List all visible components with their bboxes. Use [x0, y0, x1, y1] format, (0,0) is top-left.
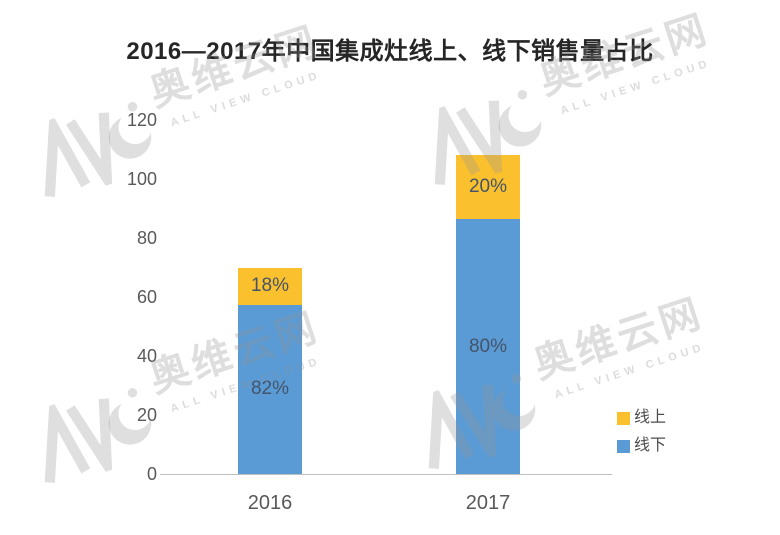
- legend-swatch: [617, 411, 630, 425]
- y-tick-label: 20: [136, 405, 157, 425]
- bar-segment-label: 20%: [468, 176, 508, 198]
- legend-label: 线下: [634, 437, 667, 454]
- x-tick-label: 2016: [247, 492, 293, 514]
- chart-title: 2016—2017年中国集成灶线上、线下销售量占比: [126, 38, 654, 65]
- legend-label: 线上: [634, 409, 667, 426]
- bar-segment-2016-线下: 82%: [238, 304, 302, 474]
- bar-segment-2017-线上: 20%: [456, 155, 520, 220]
- y-tick-label: 0: [146, 464, 157, 484]
- y-tick-label: 120: [126, 110, 157, 130]
- bar-segment-label: 80%: [468, 335, 508, 357]
- bar-segment-label: 82%: [250, 378, 290, 400]
- legend: 线上 线下: [617, 409, 666, 465]
- y-tick-label: 60: [136, 287, 157, 307]
- legend-item-线上: 线上: [617, 409, 666, 427]
- bar-segment-label: 18%: [250, 275, 290, 297]
- y-tick-label: 40: [136, 346, 157, 366]
- legend-swatch: [617, 439, 630, 453]
- legend-item-线下: 线下: [617, 437, 666, 455]
- x-axis-line: [160, 474, 612, 475]
- y-tick-label: 80: [136, 228, 157, 248]
- x-tick-label: 2017: [465, 492, 511, 514]
- y-tick-label: 100: [126, 169, 157, 189]
- bar-segment-2016-线上: 18%: [238, 267, 302, 305]
- bar-segment-2017-线下: 80%: [456, 219, 520, 474]
